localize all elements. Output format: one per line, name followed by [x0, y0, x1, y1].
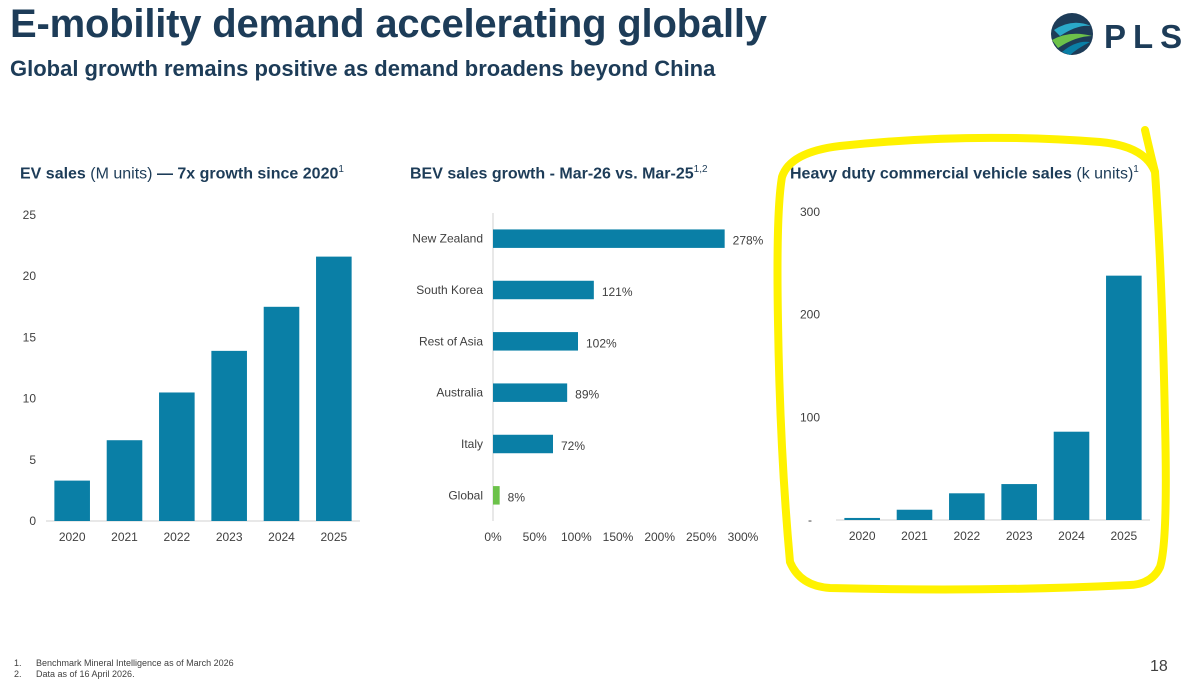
x-tick-label: 2022: [953, 529, 980, 543]
x-tick-label: 50%: [523, 530, 547, 544]
y-tick-label: 0: [29, 514, 36, 528]
category-label: New Zealand: [412, 232, 483, 246]
category-label: Italy: [461, 437, 483, 451]
bar: [493, 434, 553, 454]
data-label: 89%: [575, 388, 599, 402]
bar: [949, 493, 985, 520]
x-tick-label: 2024: [1058, 529, 1085, 543]
data-label: 121%: [602, 285, 633, 299]
x-tick-label: 2025: [320, 530, 347, 544]
footnotes: 1. Benchmark Mineral Intelligence as of M…: [14, 658, 234, 680]
y-tick-label: -: [808, 513, 812, 527]
x-tick-label: 2024: [268, 530, 295, 544]
x-tick-label: 2023: [1006, 529, 1033, 543]
bar: [316, 256, 352, 521]
x-tick-label: 2021: [111, 530, 138, 544]
y-tick-label: 200: [800, 308, 820, 322]
x-tick-label: 300%: [728, 530, 759, 544]
x-tick-label: 2025: [1110, 529, 1137, 543]
globe-icon: [1051, 13, 1093, 55]
bar: [106, 440, 143, 521]
bar: [896, 509, 933, 520]
x-tick-label: 2023: [216, 530, 243, 544]
hdcv-sales-title: Heavy duty commercial vehicle sales (k u…: [790, 164, 1139, 183]
y-tick-label: 25: [23, 208, 37, 222]
footnote: 2. Data as of 16 April 2026.: [14, 669, 135, 679]
footnote: 1. Benchmark Mineral Intelligence as of M…: [14, 658, 234, 668]
y-tick-label: 100: [800, 410, 820, 424]
category-label: South Korea: [416, 283, 483, 297]
bar: [844, 517, 880, 520]
highlight-annotation: [773, 126, 1170, 594]
bar: [211, 350, 247, 521]
bar: [54, 480, 90, 521]
x-tick-label: 2022: [163, 530, 190, 544]
y-tick-label: 5: [29, 453, 36, 467]
page-subtitle: Global growth remains positive as demand…: [10, 56, 716, 81]
bar: [1053, 431, 1090, 520]
data-label: 278%: [733, 234, 764, 248]
x-tick-label: 200%: [644, 530, 675, 544]
y-tick-label: 300: [800, 205, 820, 219]
x-tick-label: 0%: [484, 530, 502, 544]
x-tick-label: 2021: [901, 529, 928, 543]
bar: [493, 383, 568, 402]
x-tick-label: 2020: [849, 529, 876, 543]
bar: [1001, 484, 1037, 520]
bar: [493, 486, 500, 505]
bev-growth-chart: 0% 50% 100% 150% 200% 250% 300% New Zealand 278%…: [412, 213, 764, 544]
data-label: 8%: [508, 490, 526, 504]
category-label: Global: [448, 488, 483, 502]
bar: [493, 280, 594, 300]
page-number: 18: [1150, 658, 1168, 675]
pls-logo: PLS: [1048, 10, 1198, 58]
x-tick-label: 250%: [686, 530, 717, 544]
y-tick-label: 15: [23, 330, 37, 344]
category-label: Australia: [436, 386, 483, 400]
x-tick-label: 150%: [603, 530, 634, 544]
x-tick-label: 100%: [561, 530, 592, 544]
category-label: Rest of Asia: [419, 334, 483, 348]
bar: [1106, 275, 1142, 520]
data-label: 72%: [561, 439, 585, 453]
x-tick-label: 2020: [59, 530, 86, 544]
hdcv-sales-chart: - 100 200 300 2020 2021 2022 2023 2024 2025: [800, 205, 1150, 543]
logo-text: PLS: [1104, 18, 1189, 55]
y-tick-label: 20: [23, 269, 37, 283]
y-tick-label: 10: [23, 392, 37, 406]
bar: [159, 392, 195, 521]
bar: [493, 229, 725, 248]
bev-growth-title: BEV sales growth - Mar-26 vs. Mar-251,2: [410, 164, 708, 183]
page-title: E-mobility demand accelerating globally: [10, 2, 767, 46]
ev-sales-title: EV sales (M units) — 7x growth since 202…: [20, 164, 344, 183]
bar: [263, 306, 300, 521]
data-label: 102%: [586, 336, 617, 350]
bar: [493, 332, 578, 351]
